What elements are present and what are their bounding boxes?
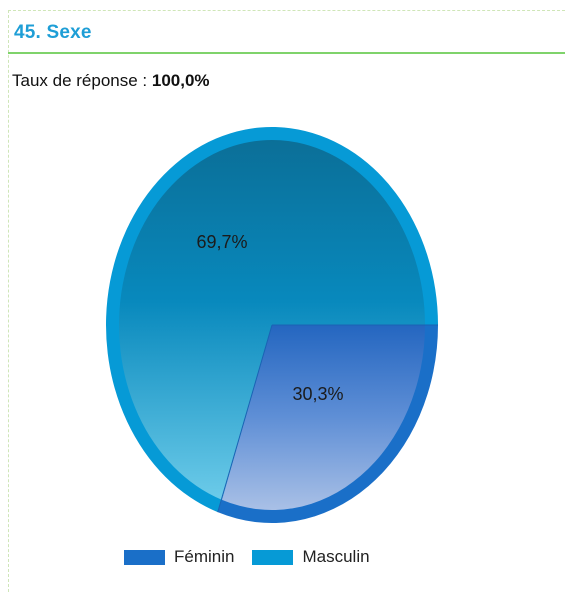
title-divider bbox=[8, 52, 565, 54]
chart-legend: Féminin Masculin bbox=[124, 547, 388, 567]
response-rate: Taux de réponse : 100,0% bbox=[12, 71, 210, 91]
legend-swatch bbox=[252, 549, 294, 565]
pie-slice-féminin[interactable] bbox=[221, 325, 425, 511]
legend-item-masculin[interactable]: Masculin bbox=[252, 547, 370, 567]
pie-labels: 30,3% 69,7% bbox=[196, 232, 343, 404]
legend-label: Masculin bbox=[302, 547, 370, 566]
response-rate-label: Taux de réponse : bbox=[12, 71, 152, 90]
legend-swatch bbox=[124, 549, 165, 565]
pie-label-féminin: 30,3% bbox=[292, 384, 343, 404]
pie-slices bbox=[105, 127, 439, 523]
legend-label: Féminin bbox=[174, 547, 235, 566]
pie-label-masculin: 69,7% bbox=[196, 232, 247, 252]
pie-slice-masculin[interactable] bbox=[119, 140, 425, 500]
pie-separator bbox=[217, 324, 273, 513]
response-rate-value: 100,0% bbox=[151, 71, 210, 90]
question-title: 45. Sexe bbox=[14, 22, 92, 43]
legend-item-féminin[interactable]: Féminin bbox=[124, 547, 234, 567]
panel-left-border bbox=[8, 10, 9, 592]
panel-top-border bbox=[8, 10, 565, 11]
